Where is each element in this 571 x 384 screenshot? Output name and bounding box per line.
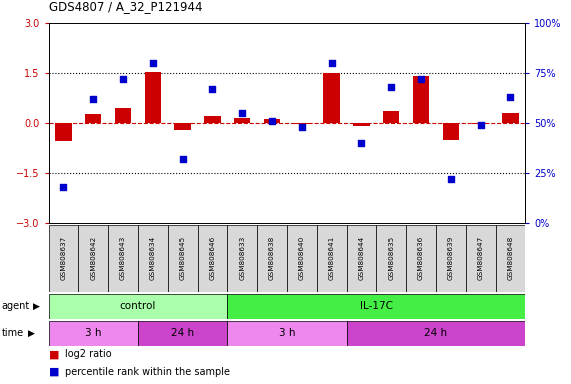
Bar — [376, 225, 406, 292]
Bar — [204, 116, 220, 123]
Text: GSM808633: GSM808633 — [239, 236, 245, 280]
Point — [59, 184, 68, 190]
Bar — [317, 225, 347, 292]
Point — [447, 176, 456, 182]
Text: GSM808639: GSM808639 — [448, 236, 454, 280]
Point — [148, 60, 158, 66]
Bar — [138, 321, 227, 346]
Point — [327, 60, 336, 66]
Text: ▶: ▶ — [28, 329, 35, 338]
Point — [208, 86, 217, 92]
Bar — [502, 113, 518, 123]
Bar — [413, 76, 429, 123]
Bar — [466, 225, 496, 292]
Point — [267, 118, 276, 124]
Bar — [353, 123, 369, 126]
Bar — [108, 225, 138, 292]
Point — [238, 110, 247, 116]
Point — [89, 96, 98, 102]
Bar — [55, 123, 71, 141]
Bar — [138, 225, 168, 292]
Bar — [49, 321, 138, 346]
Text: GSM808638: GSM808638 — [269, 236, 275, 280]
Point — [476, 122, 485, 128]
Bar — [115, 108, 131, 123]
Point — [387, 84, 396, 90]
Bar — [264, 119, 280, 123]
Bar — [323, 73, 340, 123]
Bar — [174, 123, 191, 129]
Text: 3 h: 3 h — [85, 328, 102, 338]
Bar — [287, 225, 317, 292]
Point — [357, 140, 366, 146]
Bar — [234, 118, 251, 123]
Text: log2 ratio: log2 ratio — [65, 349, 111, 359]
Bar — [198, 225, 227, 292]
Point — [118, 76, 127, 82]
Bar — [472, 123, 489, 124]
Bar — [49, 225, 78, 292]
Bar — [383, 111, 400, 123]
Point — [416, 76, 425, 82]
Text: 24 h: 24 h — [171, 328, 194, 338]
Bar — [496, 225, 525, 292]
Text: GSM808635: GSM808635 — [388, 236, 394, 280]
Bar — [144, 72, 161, 123]
Text: 24 h: 24 h — [424, 328, 448, 338]
Bar — [406, 225, 436, 292]
Bar — [49, 294, 227, 319]
Point — [178, 156, 187, 162]
Point — [506, 94, 515, 100]
Text: ■: ■ — [49, 349, 59, 359]
Text: time: time — [2, 328, 24, 338]
Text: GDS4807 / A_32_P121944: GDS4807 / A_32_P121944 — [49, 0, 202, 13]
Bar — [293, 123, 310, 124]
Text: GSM808644: GSM808644 — [359, 236, 364, 280]
Text: agent: agent — [2, 301, 30, 311]
Bar — [85, 114, 102, 123]
Bar — [436, 225, 466, 292]
Text: GSM808647: GSM808647 — [477, 236, 484, 280]
Bar — [443, 123, 459, 139]
Text: control: control — [120, 301, 156, 311]
Point — [297, 124, 307, 130]
Text: GSM808634: GSM808634 — [150, 236, 156, 280]
Bar — [227, 225, 257, 292]
Text: 3 h: 3 h — [279, 328, 295, 338]
Bar — [347, 225, 376, 292]
Text: GSM808640: GSM808640 — [299, 236, 305, 280]
Text: GSM808637: GSM808637 — [61, 236, 66, 280]
Bar — [347, 321, 525, 346]
Text: percentile rank within the sample: percentile rank within the sample — [65, 367, 230, 377]
Text: ■: ■ — [49, 367, 59, 377]
Text: GSM808641: GSM808641 — [329, 236, 335, 280]
Text: IL-17C: IL-17C — [360, 301, 393, 311]
Text: GSM808645: GSM808645 — [180, 236, 186, 280]
Text: GSM808642: GSM808642 — [90, 236, 96, 280]
Bar — [227, 321, 347, 346]
Text: GSM808643: GSM808643 — [120, 236, 126, 280]
Text: ▶: ▶ — [33, 302, 40, 311]
Text: GSM808636: GSM808636 — [418, 236, 424, 280]
Bar — [227, 294, 525, 319]
Text: GSM808646: GSM808646 — [210, 236, 215, 280]
Bar — [78, 225, 108, 292]
Bar — [257, 225, 287, 292]
Bar — [168, 225, 198, 292]
Text: GSM808648: GSM808648 — [508, 236, 513, 280]
